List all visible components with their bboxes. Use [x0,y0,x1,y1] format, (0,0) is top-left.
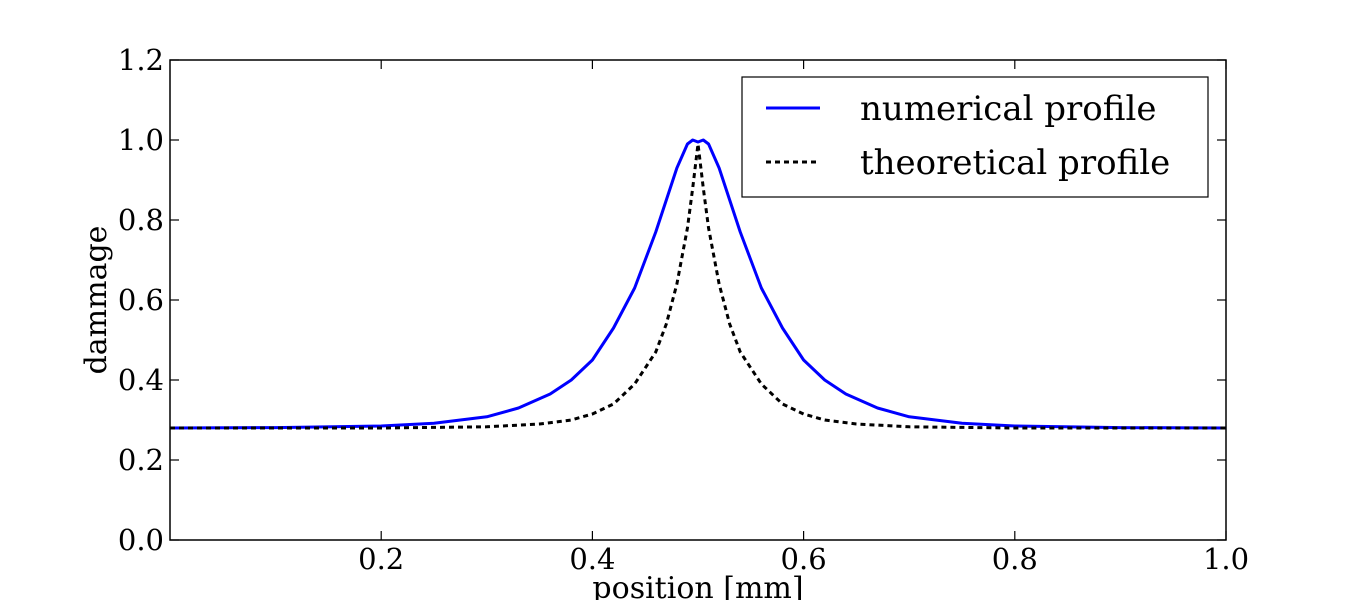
series-line-0 [169,138,1227,430]
legend-label-0: numerical profile [860,89,1156,129]
legend-box [741,76,1209,198]
series-layer [169,138,1227,430]
y-tick-label: 0.6 [118,283,164,317]
y-tick-label: 0.2 [118,443,164,477]
legend: numerical profile theoretical profile [741,76,1209,198]
x-tick-label: 0.2 [358,542,404,576]
x-tick-label: 0.8 [992,542,1038,576]
x-tick-label: 0.6 [781,542,827,576]
tick-labels-layer: 0.2 0.4 0.6 0.8 1.0 0.0 0.2 0.4 0.6 0.8 1.0 1.2 [118,43,1249,576]
x-axis-label: position [mm] [592,571,803,600]
y-tick-label: 0.4 [118,363,164,397]
y-axis-label: dammage [79,226,114,375]
series-line-1 [170,142,1226,430]
legend-label-1: theoretical profile [860,143,1170,183]
x-tick-label: 1.0 [1203,542,1249,576]
x-tick-label: 0.4 [569,542,615,576]
y-tick-label: 1.0 [118,123,164,157]
y-tick-label: 1.2 [118,43,164,77]
y-tick-label: 0.0 [118,523,164,557]
ticks-layer [170,59,1227,541]
y-tick-label: 0.8 [118,203,164,237]
